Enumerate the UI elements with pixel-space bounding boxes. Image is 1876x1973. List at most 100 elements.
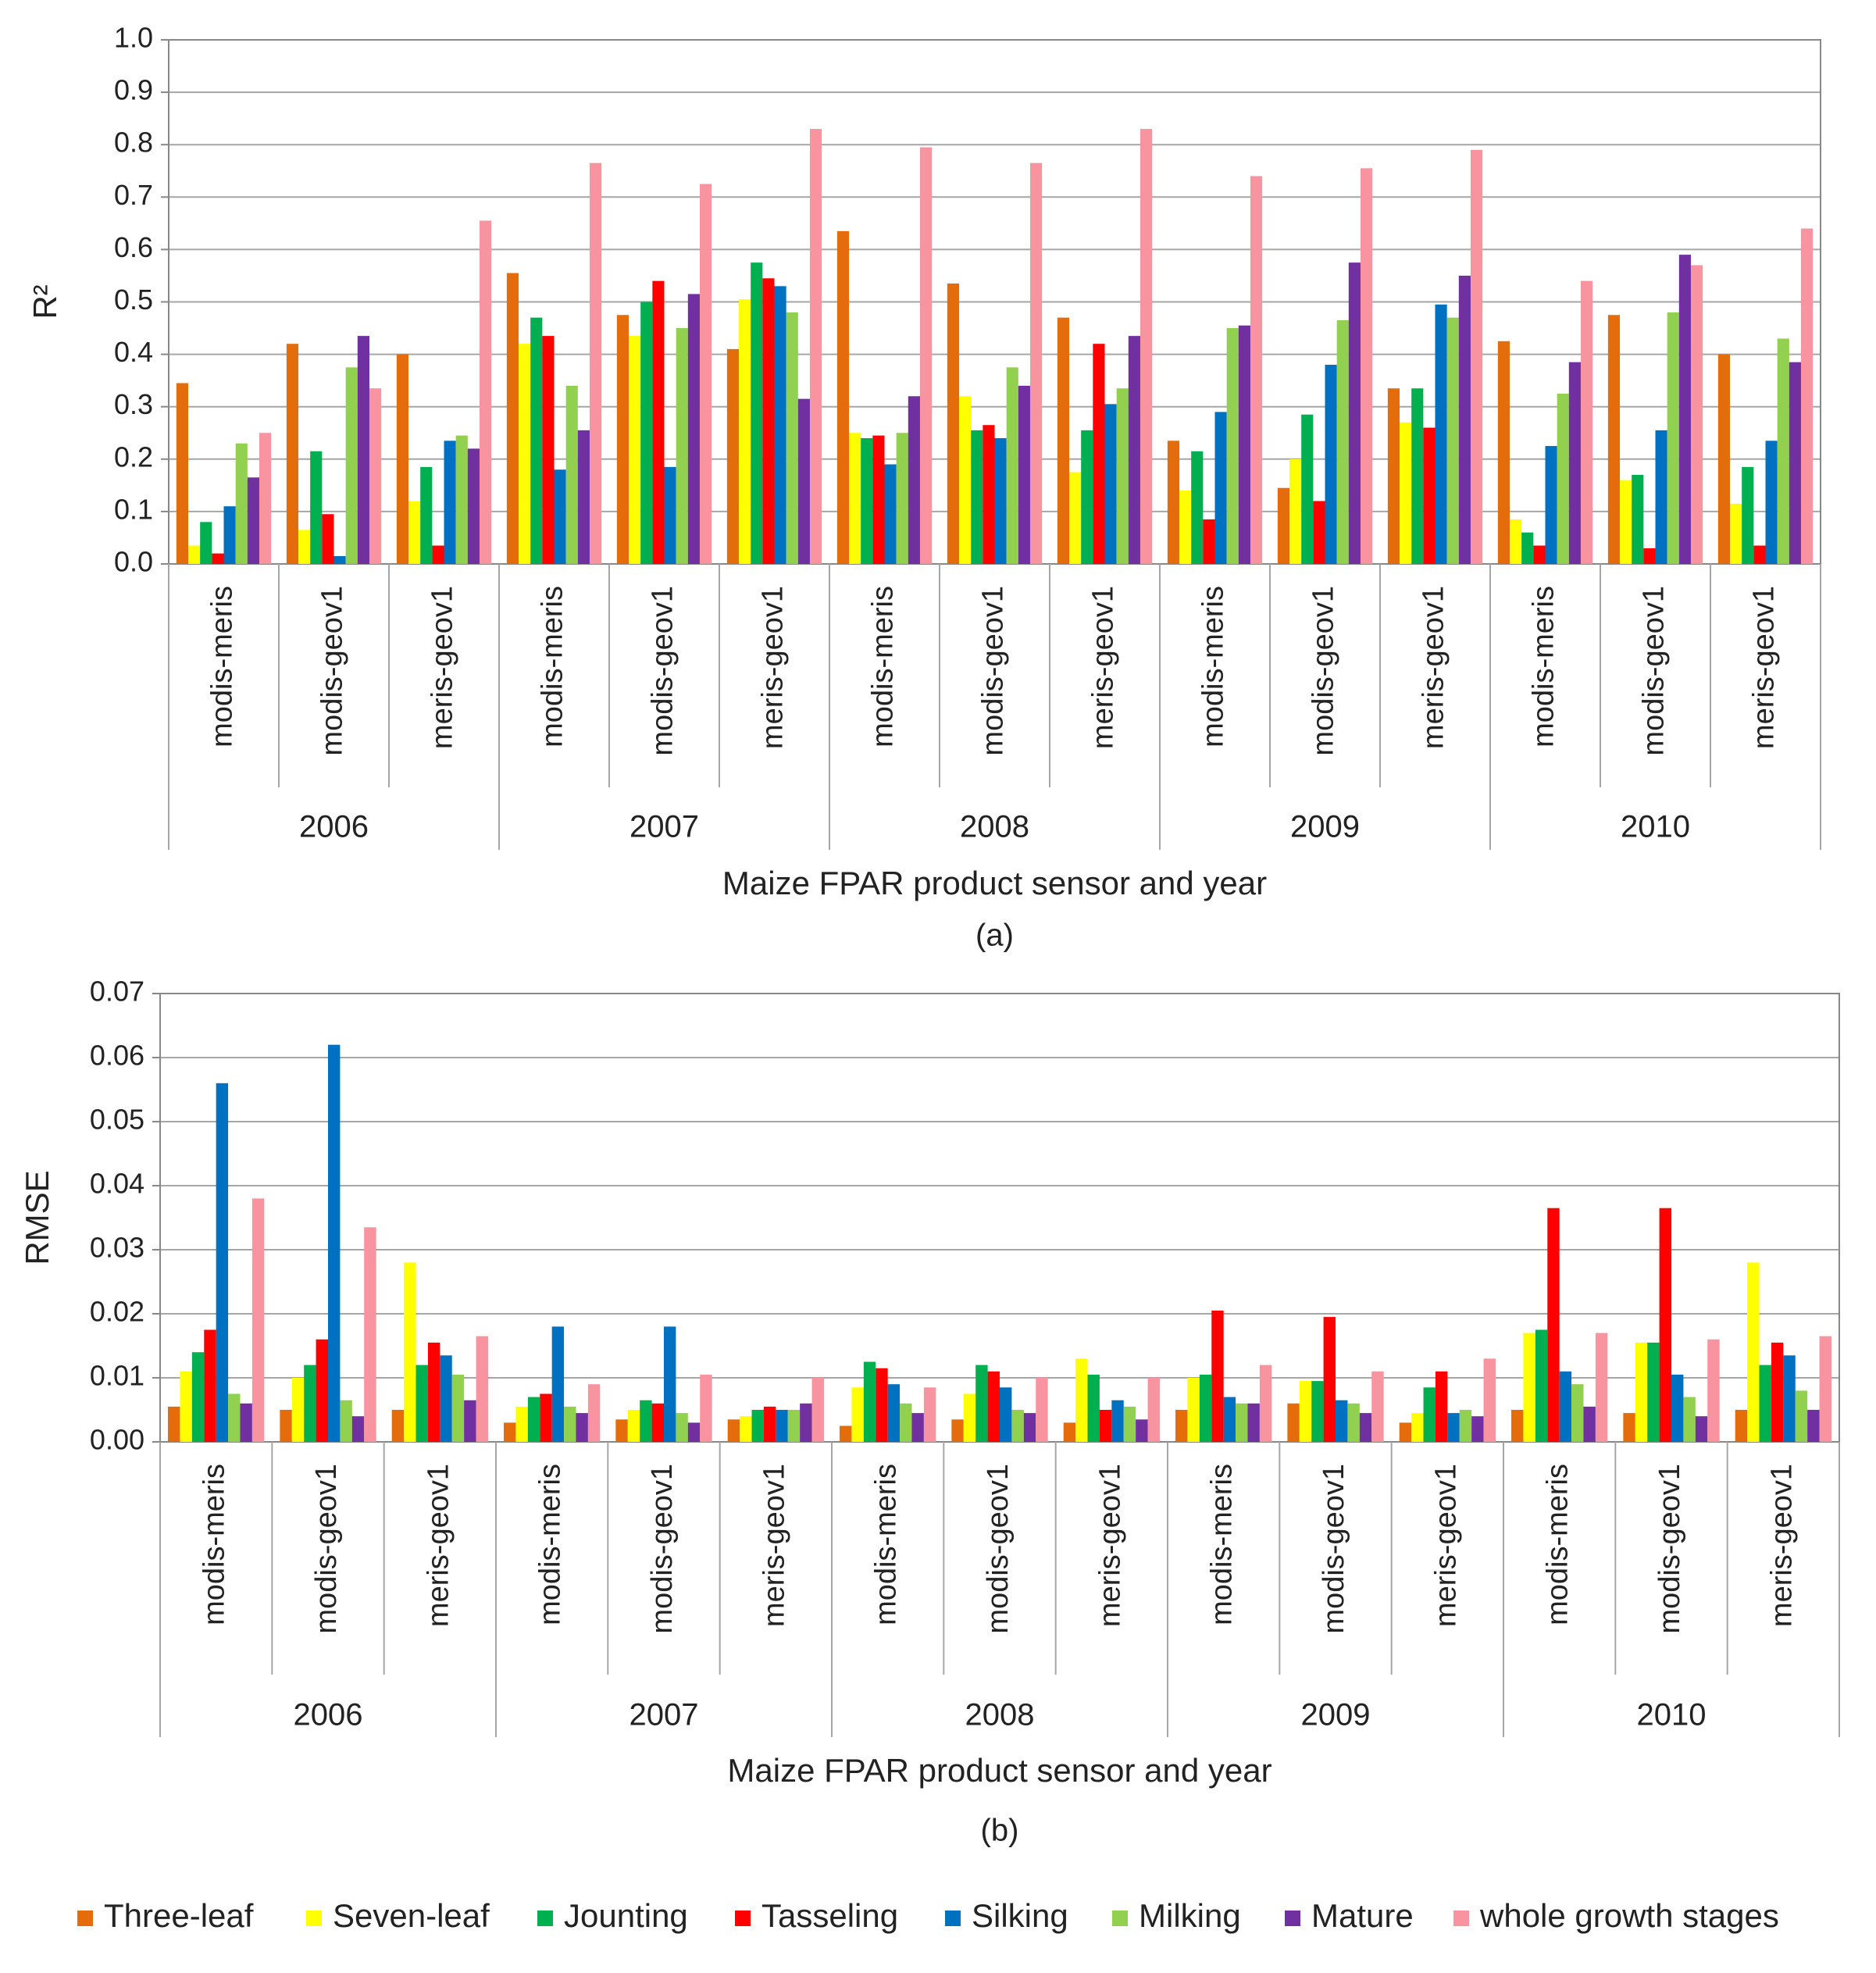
caption: (a) [975, 919, 1014, 953]
bar [1128, 336, 1140, 564]
bar [774, 286, 786, 564]
bar [727, 1419, 740, 1442]
x-tick-label: meris-geov1 [1748, 586, 1781, 749]
bar [1521, 532, 1534, 564]
y-tick-label: 0.3 [114, 388, 153, 420]
bar [787, 1410, 801, 1442]
bar [1313, 501, 1325, 564]
bar [1423, 427, 1436, 564]
bar [1580, 280, 1593, 564]
x-tick-label: modis-geov1 [982, 1464, 1015, 1634]
bar [1301, 414, 1314, 564]
bar [304, 1365, 316, 1442]
bar [640, 1400, 652, 1442]
bar [451, 1374, 465, 1442]
x-tick-label: modis-geov1 [1318, 1464, 1350, 1634]
bar [1093, 344, 1105, 564]
x-tick-label: modis-meris [1542, 1464, 1575, 1625]
bar [1789, 362, 1801, 564]
bar [391, 1410, 405, 1442]
x-tick-label: modis-meris [870, 1464, 903, 1625]
bar [1400, 422, 1412, 564]
bar [951, 1419, 964, 1442]
bar [1323, 1317, 1336, 1442]
bar [1247, 1403, 1260, 1442]
bar [212, 553, 224, 564]
bar [809, 129, 822, 564]
y-tick-label: 0.04 [90, 1168, 144, 1200]
y-tick-label: 0.2 [114, 441, 153, 473]
bar [576, 1413, 588, 1442]
bar [971, 430, 983, 564]
x-tick-label: meris-geov1 [426, 586, 459, 749]
bar [1081, 430, 1093, 564]
bar [369, 388, 382, 564]
y-tick-label: 0.5 [114, 284, 153, 316]
bar [1647, 1342, 1660, 1442]
legend-swatch [1285, 1911, 1300, 1926]
bar [1533, 545, 1546, 564]
group-label: 2009 [1301, 1698, 1371, 1732]
bar [565, 385, 578, 564]
x-tick-label: modis-geov1 [1638, 586, 1671, 756]
bar [1277, 487, 1290, 564]
x-tick-label: modis-meris [534, 1464, 567, 1625]
bar [1099, 1410, 1112, 1442]
bar [1104, 404, 1117, 564]
bar [739, 299, 751, 564]
bar [191, 1352, 205, 1442]
bar [168, 1406, 180, 1442]
bar [1029, 162, 1043, 564]
bar [811, 1378, 824, 1442]
group-label: 2010 [1637, 1698, 1707, 1732]
x-tick-label: modis-geov1 [647, 586, 679, 756]
bar [751, 1410, 764, 1442]
bar [1620, 480, 1632, 564]
bar [1018, 385, 1030, 564]
bar [1203, 519, 1215, 564]
bar [1147, 1378, 1160, 1442]
bar [464, 1400, 476, 1442]
y-axis-label: RMSE [19, 1170, 55, 1265]
bar [1211, 1310, 1224, 1442]
bar [247, 477, 259, 564]
bar [587, 1384, 601, 1442]
bar [527, 1397, 540, 1442]
bar [223, 506, 236, 564]
bar [1223, 1397, 1236, 1442]
bar [1348, 262, 1361, 564]
x-tick-label: meris-geov1 [757, 586, 790, 749]
bar [1707, 1339, 1720, 1442]
bar [1595, 1333, 1608, 1442]
x-tick-label: meris-geov1 [758, 1464, 790, 1627]
legend-swatch [537, 1911, 553, 1926]
bar [1236, 1403, 1248, 1442]
y-axis-label: R² [27, 284, 63, 319]
bar [911, 1413, 924, 1442]
bar [554, 469, 566, 564]
bar [176, 383, 189, 564]
y-tick-label: 0.7 [114, 179, 153, 211]
bar [1583, 1406, 1596, 1442]
bar [310, 451, 323, 564]
bar [188, 545, 201, 564]
x-axis-label: Maize FPAR product sensor and year [727, 1752, 1271, 1789]
bar [740, 1416, 752, 1442]
x-tick-label: meris-geov1 [1765, 1464, 1798, 1627]
bar [1259, 1365, 1272, 1442]
legend-label: Three-leaf [104, 1897, 254, 1934]
bar [615, 1419, 628, 1442]
x-tick-label: meris-geov1 [1093, 1464, 1126, 1627]
bar [1087, 1374, 1100, 1442]
bar [551, 1326, 565, 1442]
bar [1632, 474, 1644, 564]
legend-swatch [1453, 1911, 1469, 1926]
y-tick-label: 0.1 [114, 493, 153, 525]
y-tick-label: 0.01 [90, 1360, 144, 1392]
bar [504, 1422, 516, 1442]
bar [1336, 319, 1349, 564]
bar [1336, 1400, 1348, 1442]
y-tick-label: 0.6 [114, 231, 153, 263]
bar [1695, 1416, 1708, 1442]
